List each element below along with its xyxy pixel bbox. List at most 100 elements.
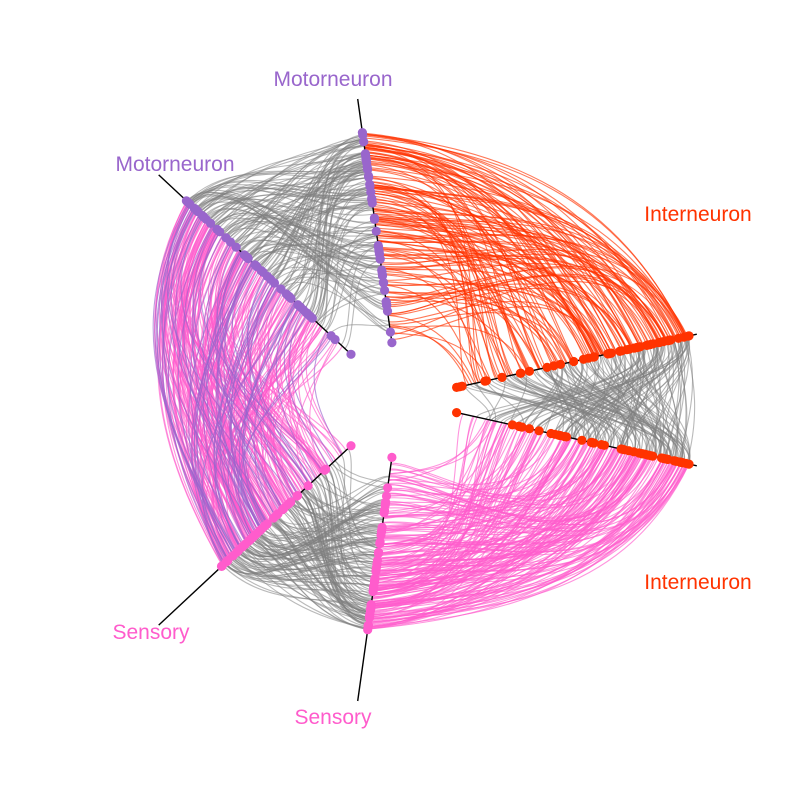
- edge: [189, 184, 374, 212]
- edge: [389, 460, 675, 526]
- edge: [230, 262, 295, 499]
- edge: [299, 152, 366, 308]
- edge: [373, 207, 613, 354]
- edge: [464, 385, 673, 461]
- node-inter-a: [452, 382, 462, 392]
- edge: [368, 175, 677, 340]
- edge: [247, 152, 366, 259]
- edge: [198, 201, 386, 296]
- edge: [188, 251, 242, 561]
- edge: [202, 257, 249, 547]
- node-sensory-b: [278, 504, 288, 514]
- edge: [518, 373, 641, 454]
- edge: [594, 355, 606, 444]
- edge: [170, 209, 281, 513]
- node-inter-a: [589, 352, 599, 362]
- edge: [378, 419, 490, 554]
- edge-bundle-sensory-a-sensory-b: [222, 448, 390, 631]
- edge: [494, 346, 641, 422]
- edge: [390, 280, 667, 342]
- node-sensory-b: [248, 532, 258, 542]
- edge: [217, 243, 343, 455]
- node-motor-a: [382, 306, 393, 316]
- node-sensory-a: [363, 625, 373, 635]
- edge: [198, 173, 369, 214]
- edge: [152, 202, 237, 554]
- edge: [191, 170, 368, 206]
- node-inter-a: [624, 344, 635, 354]
- edge: [256, 527, 382, 547]
- edge: [364, 147, 592, 358]
- node-motor-b: [181, 196, 191, 206]
- node-motor-b: [330, 334, 340, 345]
- axis-label-inter-a: Interneuron: [644, 203, 751, 226]
- edge: [375, 427, 528, 575]
- node-inter-a: [603, 349, 613, 359]
- edge: [294, 497, 381, 541]
- edge: [290, 179, 370, 299]
- node-inter-b: [452, 408, 462, 418]
- node-sensory-a: [375, 537, 385, 547]
- edge: [520, 372, 607, 446]
- edge-bundle-motor-b-sensory-b: [152, 202, 343, 566]
- edge: [389, 326, 473, 385]
- edge: [390, 450, 632, 506]
- edge: [387, 444, 601, 503]
- edge: [375, 227, 659, 344]
- edge: [283, 305, 330, 467]
- edge: [376, 453, 644, 566]
- edge: [213, 212, 381, 259]
- edge: [327, 466, 373, 596]
- edge: [242, 302, 296, 526]
- edge: [257, 531, 372, 603]
- node-inter-b: [643, 450, 653, 460]
- node-sensory-b: [346, 441, 356, 451]
- edge: [373, 213, 532, 372]
- edge: [301, 491, 382, 533]
- node-sensory-a: [374, 547, 384, 557]
- edge: [267, 305, 300, 499]
- node-motor-a: [377, 270, 388, 280]
- node-inter-b: [507, 420, 517, 430]
- edge: [384, 427, 528, 513]
- edge: [382, 272, 575, 362]
- edge: [196, 268, 261, 561]
- edge: [374, 462, 685, 584]
- edge: [243, 302, 297, 525]
- node-inter-a: [555, 359, 566, 369]
- node-inter-b: [616, 444, 626, 454]
- edge: [387, 438, 577, 497]
- node-inter-b: [546, 428, 556, 439]
- edge: [523, 365, 559, 428]
- edge: [363, 137, 687, 337]
- edge: [344, 259, 381, 349]
- node-motor-b: [221, 233, 231, 243]
- edge: [176, 219, 260, 533]
- edge: [376, 229, 500, 379]
- node-motor-b: [305, 311, 315, 321]
- edge: [180, 214, 307, 489]
- edge: [504, 376, 602, 445]
- edge: [313, 331, 343, 455]
- node-sensory-a: [372, 555, 382, 566]
- edge: [373, 451, 633, 587]
- edge: [255, 533, 370, 619]
- edge: [269, 520, 371, 612]
- edge: [370, 426, 520, 609]
- node-motor-a: [380, 285, 390, 295]
- edge: [385, 299, 557, 366]
- edge: [222, 564, 372, 606]
- node-sensory-a: [379, 508, 389, 518]
- node-motor-b: [286, 293, 296, 303]
- edge: [365, 157, 612, 354]
- edge: [214, 214, 381, 260]
- edge: [347, 448, 376, 579]
- edge: [246, 525, 383, 556]
- edge: [376, 462, 685, 567]
- edge: [581, 339, 674, 441]
- node-motor-a: [364, 172, 374, 182]
- node-inter-b: [554, 430, 564, 440]
- edge: [381, 424, 511, 532]
- node-inter-b: [524, 424, 535, 434]
- axis-label-inter-b: Interneuron: [644, 571, 751, 594]
